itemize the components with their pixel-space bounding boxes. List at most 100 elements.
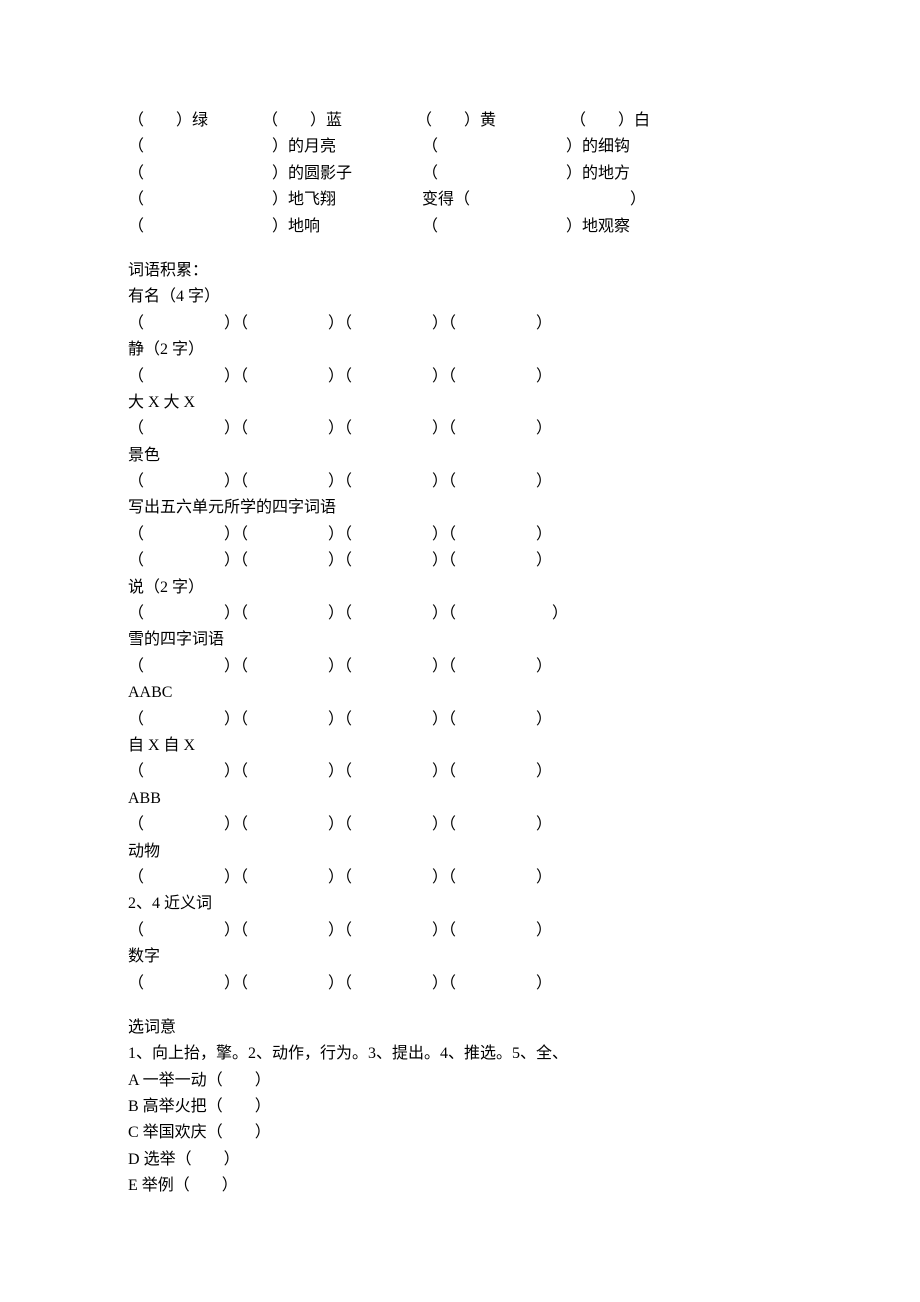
vocab-blank: （ ）	[344, 922, 448, 939]
vocab-blank: （ ）	[128, 368, 240, 385]
vocab-blank: （ ）	[344, 658, 448, 675]
vocab-blank: （ ）	[128, 816, 240, 833]
vocab-blank: （ ）	[448, 763, 552, 780]
vocab-blank: （ ）	[448, 975, 552, 992]
vocab-blank: （ ）	[448, 526, 552, 543]
blank-become: 变得（ ）	[422, 187, 712, 213]
blank-yellow: （ ）黄	[416, 108, 566, 134]
blank-moon: （ ）的月亮	[128, 134, 418, 160]
meaning-item-blank: （ ）	[174, 1177, 238, 1194]
vocab-blank: （ ）	[448, 922, 552, 939]
vocab-blank-row: （ ）（ ）（ ）（ ）	[128, 707, 798, 733]
meaning-item-text: 选举	[144, 1151, 176, 1168]
vocab-blank: （ ）	[448, 315, 552, 332]
vocab-blank-row: （ ）（ ）（ ）（ ）	[128, 469, 798, 495]
vocab-groups: 有名（4 字）（ ）（ ）（ ）（ ）静（2 字）（ ）（ ）（ ）（ ）大 X…	[128, 284, 798, 997]
vocab-blank-row: （ ）（ ）（ ）（ ）	[128, 654, 798, 680]
vocab-group-label: AABC	[128, 680, 798, 706]
meaning-item-letter: B	[128, 1098, 143, 1115]
vocab-group-label: 静（2 字）	[128, 337, 798, 363]
meaning-item: C 举国欢庆（ ）	[128, 1120, 798, 1146]
top-fill-grid: （ ）绿 （ ）蓝 （ ）黄 （ ）白 （ ）的月亮 （ ）的细钩 （ ）的圆影…	[128, 108, 798, 240]
vocab-blank: （ ）	[128, 711, 240, 728]
meaning-item-letter: E	[128, 1177, 142, 1194]
vocab-blank: （ ）	[448, 420, 552, 437]
top-row-5: （ ）地响 （ ）地观察	[128, 214, 798, 240]
vocab-blank: （ ）	[344, 552, 448, 569]
vocab-blank: （ ）	[448, 368, 552, 385]
vocab-blank: （ ）	[128, 315, 240, 332]
vocab-blank: （ ）	[240, 658, 344, 675]
vocab-blank-row: （ ）（ ）（ ）（ ）	[128, 812, 798, 838]
vocab-blank-row: （ ）（ ）（ ）（ ）	[128, 364, 798, 390]
vocab-blank: （ ）	[128, 605, 240, 622]
vocab-blank: （ ）	[240, 605, 344, 622]
vocab-blank-row: （ ）（ ）（ ）（ ）	[128, 548, 798, 574]
vocab-group-label: 雪的四字词语	[128, 627, 798, 653]
vocab-blank: （ ）	[344, 711, 448, 728]
vocab-group-label: ABB	[128, 786, 798, 812]
meaning-item: A 一举一动（ ）	[128, 1068, 798, 1094]
vocab-blank: （ ）	[448, 473, 552, 490]
vocab-blank: （ ）	[128, 922, 240, 939]
vocab-group-label: 自 X 自 X	[128, 733, 798, 759]
vocab-blank: （ ）	[240, 922, 344, 939]
vocab-blank: （ ）	[448, 869, 552, 886]
vocab-blank: （ ）	[240, 975, 344, 992]
vocab-blank: （ ）	[240, 420, 344, 437]
meaning-item-letter: A	[128, 1072, 143, 1089]
vocab-group-label: 有名（4 字）	[128, 284, 798, 310]
meaning-item-blank: （ ）	[207, 1124, 271, 1141]
vocab-group-label: 写出五六单元所学的四字词语	[128, 495, 798, 521]
vocab-group-label: 景色	[128, 443, 798, 469]
vocab-group-label: 说（2 字）	[128, 575, 798, 601]
vocab-blank-row: （ ）（ ）（ ）（ ）	[128, 601, 798, 627]
meaning-item-letter: D	[128, 1151, 144, 1168]
vocab-blank: （ ）	[344, 869, 448, 886]
vocab-blank: （ ）	[344, 420, 448, 437]
vocab-blank: （ ）	[344, 816, 448, 833]
vocab-blank: （ ）	[240, 368, 344, 385]
vocab-blank: （ ）	[448, 605, 568, 622]
vocab-blank: （ ）	[344, 315, 448, 332]
vocab-blank: （ ）	[448, 552, 552, 569]
blank-round-shadow: （ ）的圆影子	[128, 161, 418, 187]
vocab-blank: （ ）	[128, 526, 240, 543]
vocab-blank: （ ）	[240, 816, 344, 833]
meaning-item-blank: （ ）	[176, 1151, 240, 1168]
top-row-3: （ ）的圆影子 （ ）的地方	[128, 161, 798, 187]
vocab-blank: （ ）	[128, 975, 240, 992]
vocab-heading: 词语积累：	[128, 258, 798, 284]
blank-hook: （ ）的细钩	[422, 134, 712, 160]
vocab-blank-row: （ ）（ ）（ ）（ ）	[128, 311, 798, 337]
vocab-blank: （ ）	[344, 763, 448, 780]
vocab-group-label: 2、4 近义词	[128, 891, 798, 917]
vocab-group-label: 数字	[128, 944, 798, 970]
meaning-item: B 高举火把（ ）	[128, 1094, 798, 1120]
vocab-blank: （ ）	[448, 816, 552, 833]
vocab-blank: （ ）	[240, 315, 344, 332]
vocab-blank: （ ）	[344, 368, 448, 385]
top-row-1: （ ）绿 （ ）蓝 （ ）黄 （ ）白	[128, 108, 798, 134]
vocab-blank: （ ）	[128, 473, 240, 490]
vocab-blank: （ ）	[240, 473, 344, 490]
vocab-blank: （ ）	[128, 552, 240, 569]
vocab-blank: （ ）	[344, 605, 448, 622]
vocab-blank: （ ）	[240, 763, 344, 780]
meaning-item-blank: （ ）	[207, 1072, 271, 1089]
meaning-item-blank: （ ）	[207, 1098, 271, 1115]
vocab-blank-row: （ ）（ ）（ ）（ ）	[128, 865, 798, 891]
meaning-item: D 选举（ ）	[128, 1147, 798, 1173]
vocab-blank: （ ）	[128, 420, 240, 437]
blank-fly: （ ）地飞翔	[128, 187, 418, 213]
top-row-2: （ ）的月亮 （ ）的细钩	[128, 134, 798, 160]
blank-sound: （ ）地响	[128, 214, 418, 240]
top-row-4: （ ）地飞翔 变得（ ）	[128, 187, 798, 213]
vocab-blank: （ ）	[448, 711, 552, 728]
meaning-heading: 选词意	[128, 1015, 798, 1041]
meaning-item-text: 举国欢庆	[143, 1124, 207, 1141]
vocab-blank: （ ）	[128, 658, 240, 675]
vocab-blank: （ ）	[128, 869, 240, 886]
vocab-blank: （ ）	[344, 473, 448, 490]
vocab-blank: （ ）	[240, 526, 344, 543]
